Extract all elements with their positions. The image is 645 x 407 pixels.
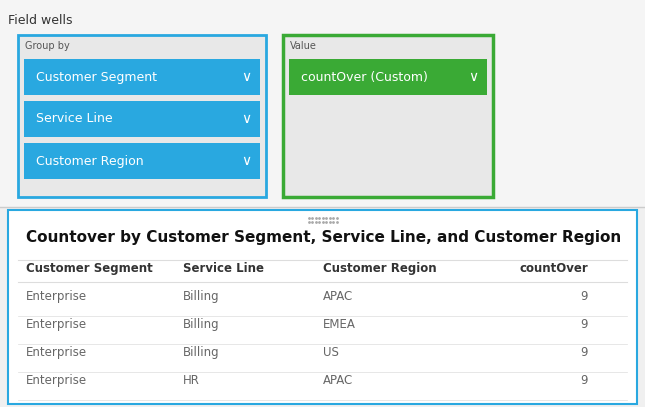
Text: countOver (Custom): countOver (Custom) [301,70,428,83]
FancyBboxPatch shape [24,59,260,95]
Text: EMEA: EMEA [323,318,356,331]
Text: Billing: Billing [183,318,220,331]
FancyBboxPatch shape [0,0,645,207]
Text: US: US [323,346,339,359]
Text: Enterprise: Enterprise [26,346,87,359]
Text: Service Line: Service Line [183,262,264,275]
Text: ∨: ∨ [468,70,478,84]
Text: Enterprise: Enterprise [26,290,87,303]
Text: 9: 9 [580,290,588,303]
Text: 9: 9 [580,346,588,359]
Text: Customer Region: Customer Region [36,155,144,168]
FancyBboxPatch shape [24,101,260,137]
Text: APAC: APAC [323,374,353,387]
Text: Group by: Group by [25,41,70,51]
FancyBboxPatch shape [289,59,487,95]
Text: ∨: ∨ [241,70,251,84]
FancyBboxPatch shape [8,210,637,404]
FancyBboxPatch shape [18,35,266,197]
Text: Customer Region: Customer Region [323,262,437,275]
Text: 9: 9 [580,374,588,387]
Text: APAC: APAC [323,290,353,303]
Text: Service Line: Service Line [36,112,113,125]
Text: Customer Segment: Customer Segment [36,70,157,83]
Text: 9: 9 [580,318,588,331]
Text: Enterprise: Enterprise [26,374,87,387]
Text: Field wells: Field wells [8,14,72,27]
Text: Countover by Customer Segment, Service Line, and Customer Region: Countover by Customer Segment, Service L… [26,230,621,245]
Text: Billing: Billing [183,290,220,303]
FancyBboxPatch shape [0,207,645,407]
Text: Billing: Billing [183,346,220,359]
Text: Customer Segment: Customer Segment [26,262,153,275]
Text: ∨: ∨ [241,112,251,126]
Text: countOver: countOver [519,262,588,275]
Text: Value: Value [290,41,317,51]
FancyBboxPatch shape [283,35,493,197]
Text: Enterprise: Enterprise [26,318,87,331]
FancyBboxPatch shape [24,143,260,179]
Text: ∨: ∨ [241,154,251,168]
Text: HR: HR [183,374,200,387]
